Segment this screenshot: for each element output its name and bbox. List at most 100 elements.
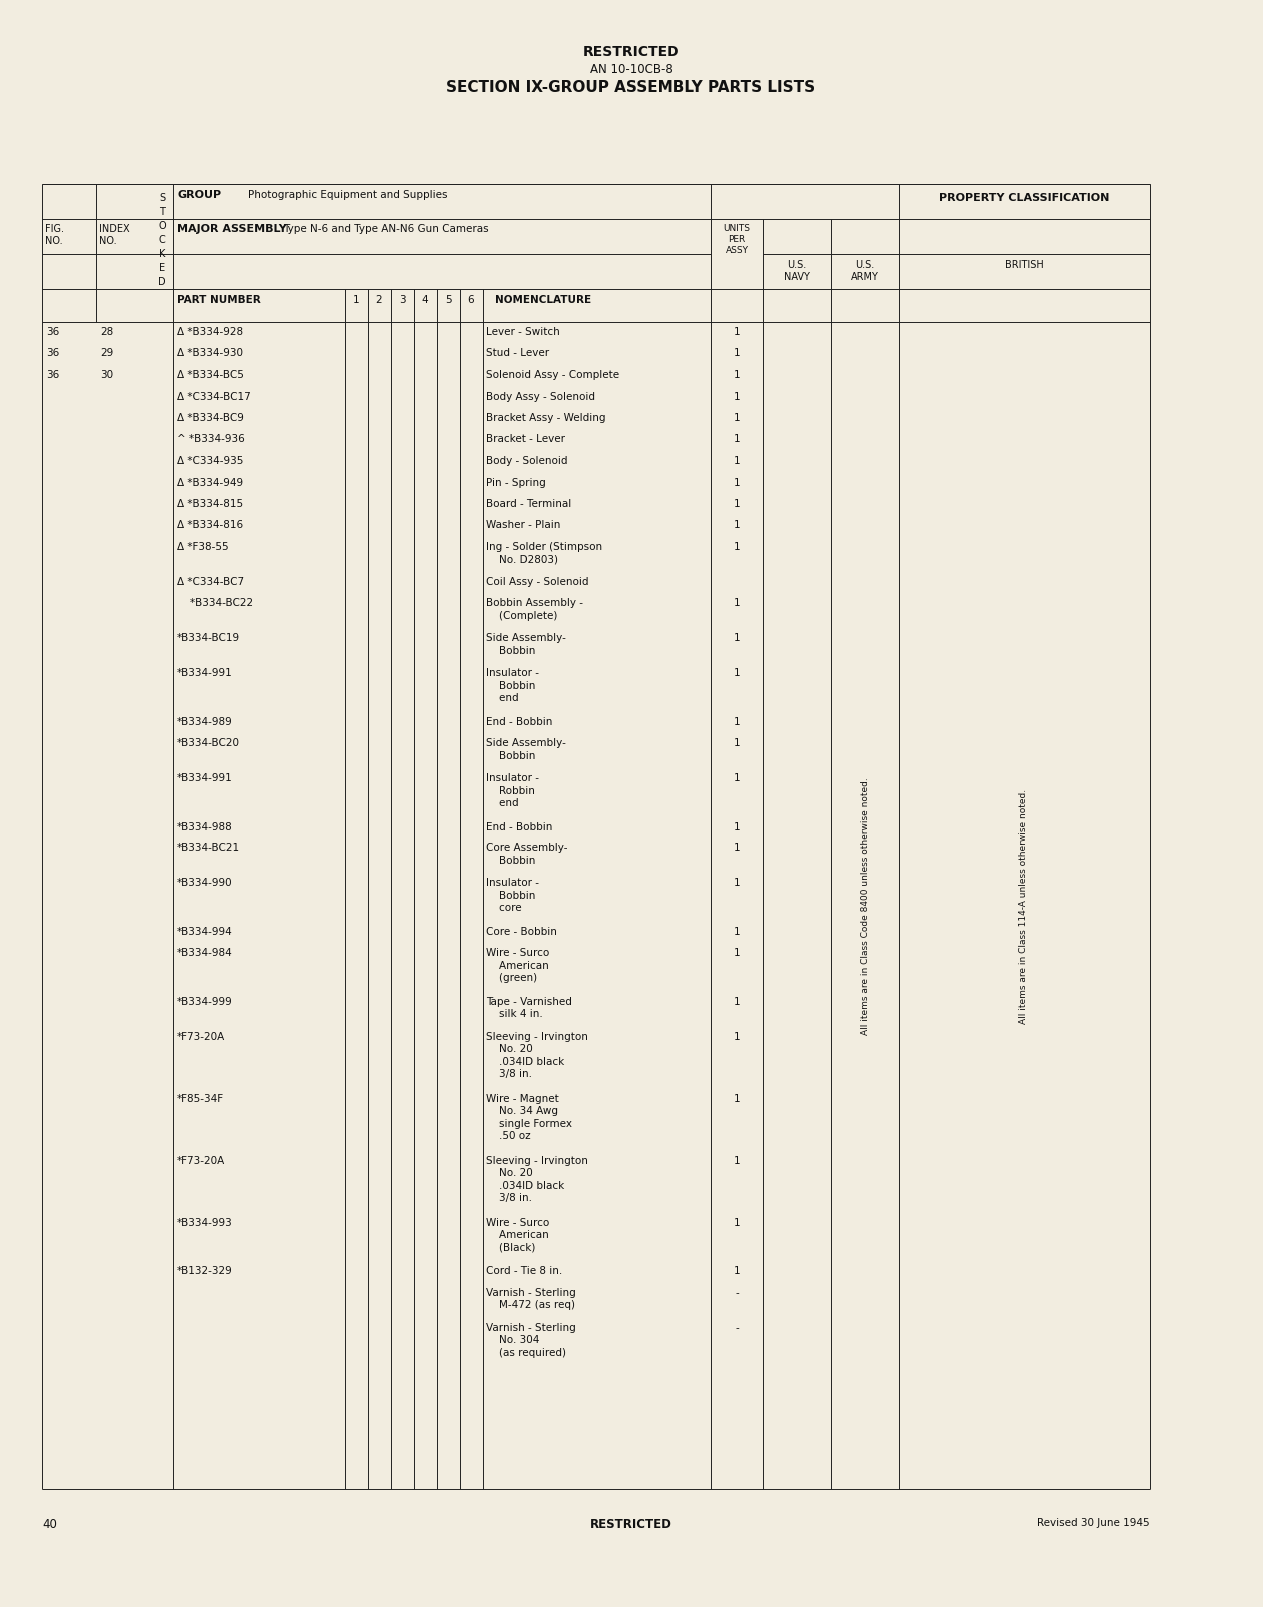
Text: Washer - Plain: Washer - Plain (486, 521, 561, 530)
Text: GROUP: GROUP (177, 190, 221, 199)
Text: Insulator -
    Bobbin
    end: Insulator - Bobbin end (486, 669, 539, 702)
Text: AN 10-10CB-8: AN 10-10CB-8 (590, 63, 672, 76)
Text: Sleeving - Irvington
    No. 20
    .034ID black
    3/8 in.: Sleeving - Irvington No. 20 .034ID black… (486, 1032, 587, 1078)
Text: Bobbin Assembly -
    (Complete): Bobbin Assembly - (Complete) (486, 598, 584, 620)
Text: INDEX
NO.: INDEX NO. (99, 223, 130, 246)
Text: *B334-BC20: *B334-BC20 (177, 738, 240, 747)
Text: *B334-989: *B334-989 (177, 717, 232, 726)
Text: Δ *C334-BC17: Δ *C334-BC17 (177, 391, 251, 402)
Text: Tape - Varnished
    silk 4 in.: Tape - Varnished silk 4 in. (486, 996, 572, 1019)
Text: 1: 1 (734, 1093, 740, 1104)
Text: 1: 1 (734, 477, 740, 487)
Text: Varnish - Sterling
    M-472 (as req): Varnish - Sterling M-472 (as req) (486, 1287, 576, 1310)
Text: 1: 1 (734, 1032, 740, 1041)
Text: Board - Terminal: Board - Terminal (486, 498, 571, 509)
Text: All items are in Class 114-A unless otherwise noted.: All items are in Class 114-A unless othe… (1019, 787, 1028, 1024)
Text: Lever - Switch: Lever - Switch (486, 326, 560, 337)
Text: 1: 1 (734, 1216, 740, 1228)
Text: S: S (159, 193, 165, 202)
Text: Bracket - Lever: Bracket - Lever (486, 434, 565, 444)
Text: 1: 1 (734, 349, 740, 358)
Text: Ing - Solder (Stimpson
    No. D2803): Ing - Solder (Stimpson No. D2803) (486, 542, 602, 564)
Text: 1: 1 (734, 717, 740, 726)
Text: Δ *F38-55: Δ *F38-55 (177, 542, 229, 551)
Text: *B334-991: *B334-991 (177, 773, 232, 783)
Text: Δ *B334-816: Δ *B334-816 (177, 521, 242, 530)
Text: *B334-BC19: *B334-BC19 (177, 633, 240, 643)
Text: Δ *B334-930: Δ *B334-930 (177, 349, 242, 358)
Text: Varnish - Sterling
    No. 304
    (as required): Varnish - Sterling No. 304 (as required) (486, 1323, 576, 1356)
Text: 1: 1 (734, 370, 740, 379)
Text: 1: 1 (734, 996, 740, 1006)
Text: UNITS
PER
ASSY: UNITS PER ASSY (724, 223, 750, 256)
Text: *B334-BC22: *B334-BC22 (177, 598, 253, 607)
Text: *B334-984: *B334-984 (177, 948, 232, 958)
Text: O: O (158, 220, 165, 231)
Text: E: E (159, 264, 165, 273)
Text: D: D (158, 276, 165, 286)
Text: Type N-6 and Type AN-N6 Gun Cameras: Type N-6 and Type AN-N6 Gun Cameras (283, 223, 489, 235)
Text: 36: 36 (45, 326, 59, 337)
Text: 1: 1 (734, 1266, 740, 1276)
Text: 1: 1 (734, 1155, 740, 1165)
Text: ^ *B334-936: ^ *B334-936 (177, 434, 245, 444)
Text: *F73-20A: *F73-20A (177, 1032, 225, 1041)
Text: Insulator -
    Bobbin
    core: Insulator - Bobbin core (486, 877, 539, 913)
Text: 4: 4 (422, 294, 428, 305)
Text: Solenoid Assy - Complete: Solenoid Assy - Complete (486, 370, 619, 379)
Text: 1: 1 (734, 598, 740, 607)
Text: *F73-20A: *F73-20A (177, 1155, 225, 1165)
Text: 1: 1 (734, 926, 740, 937)
Text: 1: 1 (734, 413, 740, 423)
Text: Pin - Spring: Pin - Spring (486, 477, 546, 487)
Text: Photographic Equipment and Supplies: Photographic Equipment and Supplies (248, 190, 447, 199)
Text: 6: 6 (467, 294, 475, 305)
Text: *B334-BC21: *B334-BC21 (177, 844, 240, 853)
Text: K: K (159, 249, 165, 259)
Text: Revised 30 June 1945: Revised 30 June 1945 (1037, 1517, 1151, 1527)
Text: 1: 1 (734, 844, 740, 853)
Text: 1: 1 (734, 521, 740, 530)
Text: *B334-999: *B334-999 (177, 996, 232, 1006)
Text: PART NUMBER: PART NUMBER (177, 294, 260, 305)
Text: 5: 5 (445, 294, 451, 305)
Text: 1: 1 (734, 738, 740, 747)
Text: Body - Solenoid: Body - Solenoid (486, 456, 567, 466)
Text: PROPERTY CLASSIFICATION: PROPERTY CLASSIFICATION (938, 193, 1109, 202)
Text: 1: 1 (734, 669, 740, 678)
Text: 28: 28 (100, 326, 114, 337)
Text: MAJOR ASSEMBLY: MAJOR ASSEMBLY (177, 223, 287, 235)
Text: C: C (159, 235, 165, 244)
Text: 1: 1 (734, 877, 740, 889)
Text: Δ *B334-BC9: Δ *B334-BC9 (177, 413, 244, 423)
Text: SECTION IX-GROUP ASSEMBLY PARTS LISTS: SECTION IX-GROUP ASSEMBLY PARTS LISTS (446, 80, 816, 95)
Text: -: - (735, 1323, 739, 1332)
Text: Insulator -
    Robbin
    end: Insulator - Robbin end (486, 773, 539, 808)
Text: 30: 30 (100, 370, 114, 379)
Text: *B334-993: *B334-993 (177, 1216, 232, 1228)
Text: 1: 1 (734, 773, 740, 783)
Text: *B334-994: *B334-994 (177, 926, 232, 937)
Text: Δ *C334-935: Δ *C334-935 (177, 456, 244, 466)
Text: RESTRICTED: RESTRICTED (590, 1517, 672, 1530)
Text: 2: 2 (375, 294, 383, 305)
Text: 40: 40 (42, 1517, 57, 1530)
Text: Wire - Surco
    American
    (green): Wire - Surco American (green) (486, 948, 549, 983)
Text: U.S.
NAVY: U.S. NAVY (784, 260, 810, 283)
Text: 1: 1 (734, 542, 740, 551)
Text: *F85-34F: *F85-34F (177, 1093, 224, 1104)
Text: Cord - Tie 8 in.: Cord - Tie 8 in. (486, 1266, 562, 1276)
Text: 1: 1 (734, 391, 740, 402)
Text: T: T (159, 207, 165, 217)
Text: Δ *B334-BC5: Δ *B334-BC5 (177, 370, 244, 379)
Text: 36: 36 (45, 349, 59, 358)
Text: 1: 1 (734, 326, 740, 337)
Text: End - Bobbin: End - Bobbin (486, 821, 552, 831)
Text: -: - (735, 1287, 739, 1297)
Text: Wire - Magnet
    No. 34 Awg
    single Formex
    .50 oz: Wire - Magnet No. 34 Awg single Formex .… (486, 1093, 572, 1141)
Text: BRITISH: BRITISH (1004, 260, 1043, 270)
Text: RESTRICTED: RESTRICTED (582, 45, 679, 59)
Text: *B334-991: *B334-991 (177, 669, 232, 678)
Text: NOMENCLATURE: NOMENCLATURE (495, 294, 591, 305)
Text: Δ *B334-928: Δ *B334-928 (177, 326, 242, 337)
